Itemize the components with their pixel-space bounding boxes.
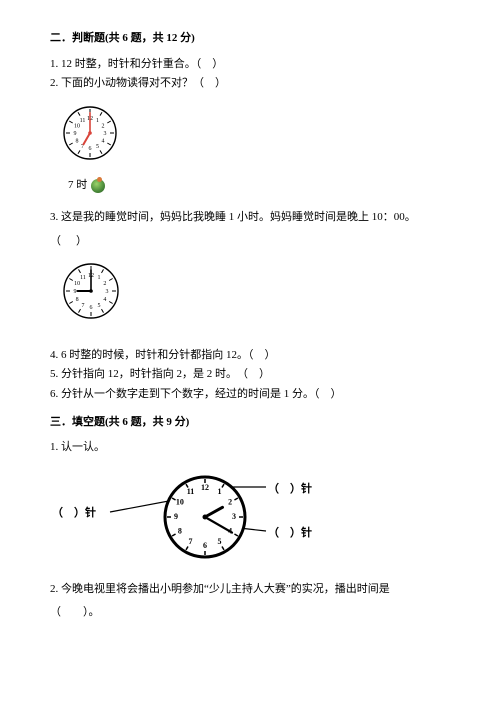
clock1-label-row: 7 时 [68, 177, 450, 195]
svg-text:12: 12 [201, 483, 209, 492]
svg-text:2: 2 [101, 123, 104, 129]
s2-q1: 1. 12 时整，时针和分针重合。（ ） [50, 56, 450, 74]
svg-text:3: 3 [106, 289, 109, 295]
svg-text:11: 11 [187, 487, 195, 496]
svg-text:9: 9 [74, 131, 77, 137]
section2-heading: 二．判断题(共 6 题，共 12 分) [50, 30, 450, 48]
clock2-wrap: 121234567891011 [60, 260, 450, 329]
svg-text:6: 6 [90, 305, 93, 311]
svg-text:6: 6 [203, 541, 207, 550]
svg-text:7: 7 [82, 303, 85, 309]
s2-q3b: （ ） [50, 233, 450, 251]
svg-text:9: 9 [74, 289, 77, 295]
s2-q4: 4. 6 时整的时候，时针和分针都指向 12。（ ） [50, 347, 450, 365]
svg-text:2: 2 [228, 497, 232, 506]
svg-text:10: 10 [176, 497, 184, 506]
svg-text:6: 6 [89, 146, 92, 152]
s2-q5: 5. 分针指向 12，时针指向 2，是 2 时。 （ ） [50, 366, 450, 384]
label-right-bot: （ ）针 [268, 525, 312, 543]
svg-text:5: 5 [98, 303, 101, 309]
svg-text:7: 7 [189, 537, 193, 546]
s3-q2b: （ ）。 [50, 604, 450, 622]
clock3-svg: 121234567891011 [160, 472, 250, 562]
svg-text:9: 9 [174, 512, 178, 521]
svg-text:8: 8 [76, 297, 79, 303]
svg-text:10: 10 [74, 123, 80, 129]
svg-text:1: 1 [218, 487, 222, 496]
s3-q2a: 2. 今晚电视里将会播出小明参加“少儿主持人大赛”的实况，播出时间是 [50, 581, 450, 599]
svg-text:1: 1 [98, 275, 101, 281]
svg-text:11: 11 [80, 275, 86, 281]
clock2-svg: 121234567891011 [60, 260, 122, 322]
svg-text:10: 10 [74, 281, 80, 287]
clock1-wrap: 121234567891011 [60, 103, 450, 170]
svg-text:4: 4 [103, 297, 106, 303]
svg-text:1: 1 [96, 118, 99, 124]
svg-text:3: 3 [232, 512, 236, 521]
s2-q3a: 3. 这是我的睡觉时间，妈妈比我晚睡 1 小时。妈妈睡觉时间是晚上 10：00。 [50, 209, 450, 227]
svg-text:2: 2 [103, 281, 106, 287]
svg-text:11: 11 [80, 118, 86, 124]
label-right-top: （ ）针 [268, 481, 312, 499]
clock1-label: 7 时 [68, 177, 87, 195]
label-left: （ ）针 [52, 505, 96, 523]
svg-text:8: 8 [76, 138, 79, 144]
bug-icon [91, 179, 105, 193]
svg-text:5: 5 [218, 537, 222, 546]
svg-text:3: 3 [104, 131, 107, 137]
svg-text:8: 8 [178, 526, 182, 535]
svg-text:4: 4 [101, 138, 104, 144]
svg-text:5: 5 [96, 144, 99, 150]
s3-q1: 1. 认一认。 [50, 439, 450, 457]
clock1-svg: 121234567891011 [60, 103, 120, 163]
section3-heading: 三．填空题(共 6 题，共 9 分) [50, 414, 450, 432]
s2-q2: 2. 下面的小动物读得对不对？（ ） [50, 75, 450, 93]
clock3-diagram: 121234567891011 （ ）针 （ ）针 （ ）针 [80, 467, 330, 567]
s2-q6: 6. 分针从一个数字走到下个数字，经过的时间是 1 分。（ ） [50, 386, 450, 404]
